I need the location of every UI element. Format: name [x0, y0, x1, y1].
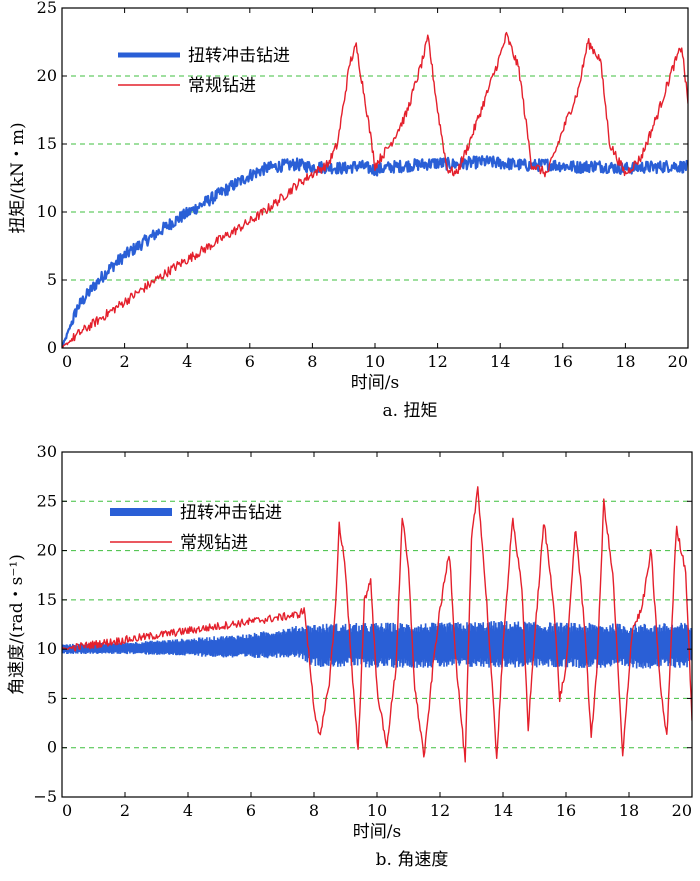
series-line-conventional [62, 486, 692, 763]
chart-caption: a. 扭矩 [383, 401, 438, 421]
x-tick-label: 0 [62, 352, 72, 371]
x-tick-label: 6 [245, 352, 255, 371]
series-line-torsional-impact [62, 155, 688, 348]
y-tick-label: 0 [47, 738, 57, 757]
y-tick-label: 10 [37, 639, 57, 658]
x-tick-label: 8 [309, 801, 319, 820]
y-tick-label: 5 [47, 688, 57, 707]
x-tick-label: 10 [367, 801, 387, 820]
plot-frame [61, 451, 693, 798]
legend-entry-label: 常规钻进 [180, 533, 248, 553]
y-tick-label: 25 [37, 0, 57, 17]
y-tick-label: −5 [33, 787, 57, 806]
chart-caption: b. 角速度 [376, 850, 449, 870]
y-tick-label: 0 [47, 338, 57, 357]
plot-frame [61, 7, 689, 349]
y-tick-label: 25 [37, 491, 57, 510]
x-tick-label: 2 [120, 801, 130, 820]
x-tick-label: 10 [365, 352, 385, 371]
y-axis-label: 角速度/(rad・s⁻¹) [7, 554, 27, 695]
x-tick-label: 14 [490, 352, 510, 371]
x-tick-label: 20 [672, 801, 692, 820]
y-tick-label: 20 [37, 541, 57, 560]
legend-entry-label: 扭转冲击钻进 [180, 503, 282, 523]
torque-chart: 0 2 4 6 8 10 12 14 16 18 20 0 5 10 15 20 25 时间/s 扭矩/(kN・m)… [8, 0, 689, 421]
x-tick-label: 16 [553, 352, 573, 371]
y-tick-label: 5 [47, 270, 57, 289]
x-tick-label: 18 [615, 352, 635, 371]
legend-entry-label: 常规钻进 [188, 76, 256, 96]
x-tick-label: 16 [556, 801, 576, 820]
x-axis-label: 时间/s [351, 373, 399, 393]
x-tick-label: 6 [246, 801, 256, 820]
y-tick-label: 10 [37, 202, 57, 221]
series-line-torsional-impact [62, 621, 692, 669]
x-tick-label: 4 [183, 801, 193, 820]
x-tick-label: 18 [619, 801, 639, 820]
y-tick-label: 15 [37, 134, 57, 153]
x-tick-label: 14 [493, 801, 513, 820]
y-tick-label: 15 [37, 590, 57, 609]
y-tick-label: 30 [37, 442, 57, 461]
series-line-conventional [62, 31, 688, 348]
x-tick-label: 4 [182, 352, 192, 371]
x-tick-label: 12 [427, 352, 447, 371]
x-tick-label: 12 [430, 801, 450, 820]
x-tick-label: 0 [62, 801, 72, 820]
x-tick-label: 2 [120, 352, 130, 371]
y-axis-label: 扭矩/(kN・m) [8, 122, 28, 233]
x-tick-label: 8 [307, 352, 317, 371]
x-tick-label: 20 [668, 352, 688, 371]
x-axis-label: 时间/s [353, 822, 401, 842]
legend-entry-label: 扭转冲击钻进 [188, 46, 290, 66]
y-tick-label: 20 [37, 66, 57, 85]
angular-velocity-chart: 0 2 4 6 8 10 12 14 16 18 20 −5 0 5 10 15 20 25 30 时间/s 角速度/(… [7, 442, 693, 870]
